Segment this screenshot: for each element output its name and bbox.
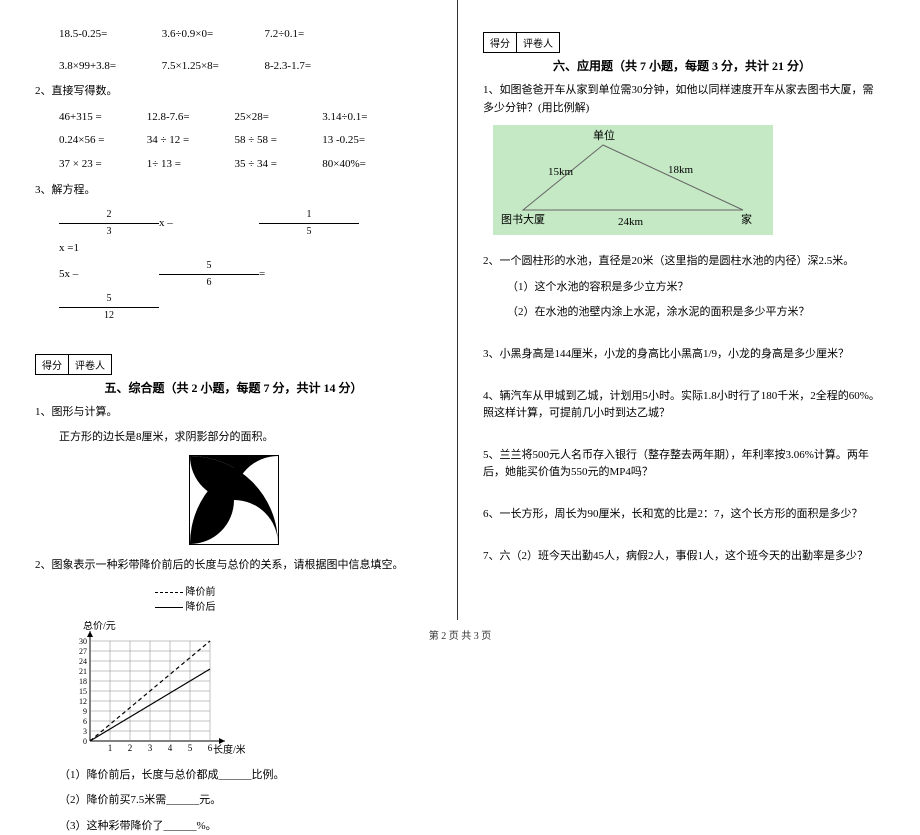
grader-label: 评卷人 xyxy=(517,32,560,53)
svg-text:5: 5 xyxy=(188,743,193,753)
section-5-title: 五、综合题（共 2 小题，每题 7 分，共计 14 分） xyxy=(35,379,432,396)
calc-row: 0.24×56 = 34 ÷ 12 = 58 ÷ 58 = 13 -0.25= xyxy=(35,132,432,150)
svg-text:2: 2 xyxy=(128,743,133,753)
svg-text:0: 0 xyxy=(83,737,87,746)
expr: 13 -0.25= xyxy=(322,132,407,150)
shaded-figure xyxy=(189,455,279,545)
expr: 46+315 = xyxy=(59,109,144,127)
s5-q1-text: 正方形的边长是8厘米，求阴影部分的面积。 xyxy=(35,429,432,447)
svg-text:24: 24 xyxy=(79,657,87,666)
svg-text:18: 18 xyxy=(79,677,87,686)
s5-q1: 1、图形与计算。 xyxy=(35,404,432,422)
expr: 7.2÷0.1= xyxy=(265,26,365,44)
svg-text:6: 6 xyxy=(208,743,213,753)
fraction: 56 xyxy=(159,258,259,291)
expr: 0.24×56 = xyxy=(59,132,144,150)
triangle-diagram: 单位 图书大厦 家 15km 18km 24km xyxy=(493,125,773,235)
expr: 3.6÷0.9×0= xyxy=(162,26,262,44)
grader-label: 评卷人 xyxy=(69,354,112,375)
expr: 3.8×99+3.8= xyxy=(59,58,159,76)
svg-text:12: 12 xyxy=(79,697,87,706)
s5-sub1: （1）降价前后，长度与总价都成______比例。 xyxy=(35,767,432,785)
equation-row: 23 x – 15 x =1 5x – 56 = 512 xyxy=(35,207,432,324)
score-box: 得分 评卷人 xyxy=(483,32,881,53)
score-box: 得分 评卷人 xyxy=(35,354,432,375)
expr: 12.8-7.6= xyxy=(147,109,232,127)
q6-7: 7、六（2）班今天出勤45人，病假2人，事假1人，这个班今天的出勤率是多少？ xyxy=(483,548,881,566)
calc-row: 3.8×99+3.8= 7.5×1.25×8= 8-2.3-1.7= xyxy=(35,58,432,76)
expr: 34 ÷ 12 = xyxy=(147,132,232,150)
svg-text:18km: 18km xyxy=(668,164,694,176)
q6-2-2: （2）在水池的池壁内涂上水泥，涂水泥的面积是多少平方米？ xyxy=(483,304,881,322)
fraction: 512 xyxy=(59,291,159,324)
svg-text:9: 9 xyxy=(83,707,87,716)
question-2: 2、直接写得数。 xyxy=(35,83,432,101)
score-label: 得分 xyxy=(35,354,69,375)
svg-text:6: 6 xyxy=(83,717,87,726)
question-3: 3、解方程。 xyxy=(35,182,432,200)
s5-sub2: （2）降价前买7.5米需______元。 xyxy=(35,792,432,810)
q6-3: 3、小黑身高是144厘米，小龙的身高比小黑高1/9，小龙的身高是多少厘米？ xyxy=(483,346,881,364)
svg-text:图书大厦: 图书大厦 xyxy=(501,212,545,226)
svg-text:24km: 24km xyxy=(618,216,644,228)
q6-1: 1、如图爸爸开车从家到单位需30分钟，如他以同样速度开车从家去图书大厦，需多少分… xyxy=(483,82,881,117)
svg-text:家: 家 xyxy=(741,212,752,226)
expr: 35 ÷ 34 = xyxy=(235,156,320,174)
svg-text:15: 15 xyxy=(79,687,87,696)
s5-q2: 2、图象表示一种彩带降价前后的长度与总价的关系，请根据图中信息填空。 xyxy=(35,557,432,575)
expr: 8-2.3-1.7= xyxy=(265,58,365,76)
section-6-title: 六、应用题（共 7 小题，每题 3 分，共计 21 分） xyxy=(483,57,881,74)
expr: 58 ÷ 58 = xyxy=(235,132,320,150)
svg-text:3: 3 xyxy=(148,743,153,753)
expr: 25×28= xyxy=(235,109,320,127)
svg-text:4: 4 xyxy=(168,743,173,753)
q6-4: 4、辆汽车从甲城到乙城，计划用5小时。实际1.8小时行了180千米，2全程的60… xyxy=(483,388,881,423)
score-label: 得分 xyxy=(483,32,517,53)
q6-5: 5、兰兰将500元人名币存入银行（整存整去两年期），年利率按3.06%计算。两年… xyxy=(483,447,881,482)
s5-sub3: （3）这种彩带降价了______%。 xyxy=(35,818,432,835)
svg-text:15km: 15km xyxy=(548,166,574,178)
svg-text:1: 1 xyxy=(108,743,113,753)
calc-row: 18.5-0.25= 3.6÷0.9×0= 7.2÷0.1= xyxy=(35,26,432,44)
q6-2-1: （1）这个水池的容积是多少立方米？ xyxy=(483,279,881,297)
expr: 3.14÷0.1= xyxy=(322,109,407,127)
expr: 18.5-0.25= xyxy=(59,26,159,44)
equation-1: 23 x – 15 x =1 xyxy=(59,207,432,258)
svg-text:长度/米: 长度/米 xyxy=(213,743,245,756)
q6-2: 2、一个圆柱形的水池，直径是20米（这里指的是圆柱水池的内径）深2.5米。 xyxy=(483,253,881,271)
expr: 1÷ 13 = xyxy=(147,156,232,174)
chart-legend: 降价前 降价后 xyxy=(155,583,432,613)
fraction: 15 xyxy=(259,207,359,240)
expr: 80×40%= xyxy=(322,156,407,174)
svg-text:3: 3 xyxy=(83,727,87,736)
expr: 37 × 23 = xyxy=(59,156,144,174)
dash-line-icon xyxy=(155,592,183,593)
calc-row: 46+315 = 12.8-7.6= 25×28= 3.14÷0.1= xyxy=(35,109,432,127)
equation-2: 5x – 56 = 512 xyxy=(59,258,432,324)
calc-row: 37 × 23 = 1÷ 13 = 35 ÷ 34 = 80×40%= xyxy=(35,156,432,174)
solid-line-icon xyxy=(155,607,183,608)
q6-6: 6、一长方形，周长为90厘米，长和宽的比是2：7，这个长方形的面积是多少？ xyxy=(483,506,881,524)
expr: 7.5×1.25×8= xyxy=(162,58,262,76)
svg-text:单位: 单位 xyxy=(593,128,615,142)
svg-text:27: 27 xyxy=(79,647,87,656)
svg-text:21: 21 xyxy=(79,667,87,676)
page-footer: 第 2 页 共 3 页 xyxy=(0,627,920,642)
fraction: 23 xyxy=(59,207,159,240)
